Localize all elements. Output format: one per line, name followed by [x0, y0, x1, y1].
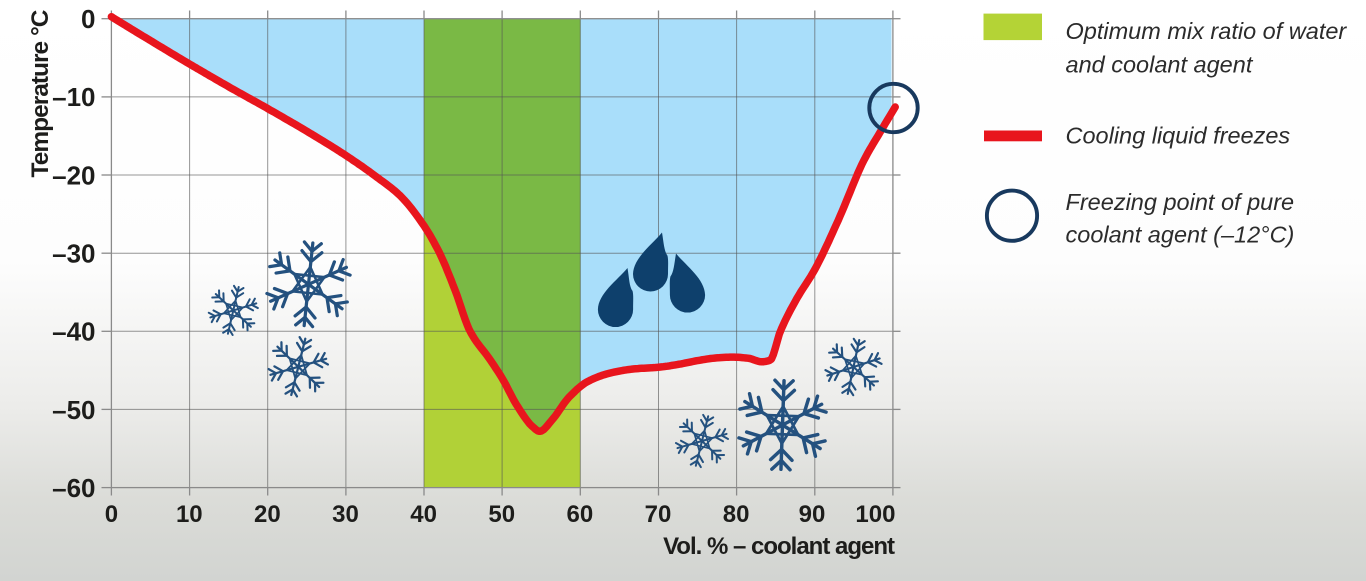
- svg-text:0: 0: [105, 501, 118, 528]
- svg-text:Cooling liquid freezes: Cooling liquid freezes: [1066, 123, 1291, 149]
- svg-text:–40: –40: [52, 317, 95, 347]
- svg-text:40: 40: [410, 501, 437, 528]
- svg-text:20: 20: [254, 501, 281, 528]
- svg-text:Freezing point of pure: Freezing point of pure: [1066, 189, 1295, 215]
- svg-text:–30: –30: [52, 239, 95, 269]
- svg-text:and coolant agent: and coolant agent: [1066, 52, 1254, 78]
- svg-text:90: 90: [799, 501, 826, 528]
- svg-text:Vol. % – coolant agent: Vol. % – coolant agent: [663, 533, 895, 560]
- svg-text:–50: –50: [52, 395, 95, 425]
- svg-text:–10: –10: [52, 82, 95, 112]
- svg-text:coolant agent (–12°C): coolant agent (–12°C): [1066, 222, 1295, 248]
- svg-text:–20: –20: [52, 160, 95, 190]
- svg-text:30: 30: [332, 501, 359, 528]
- svg-text:Temperature °C: Temperature °C: [27, 9, 54, 177]
- svg-text:10: 10: [176, 501, 203, 528]
- svg-text:–60: –60: [52, 473, 95, 503]
- svg-text:Optimum mix ratio of water: Optimum mix ratio of water: [1066, 18, 1348, 44]
- svg-text:100: 100: [855, 501, 895, 528]
- svg-text:70: 70: [645, 501, 672, 528]
- svg-text:60: 60: [567, 501, 594, 528]
- svg-text:50: 50: [488, 501, 515, 528]
- svg-text:0: 0: [81, 4, 95, 34]
- svg-text:80: 80: [723, 501, 750, 528]
